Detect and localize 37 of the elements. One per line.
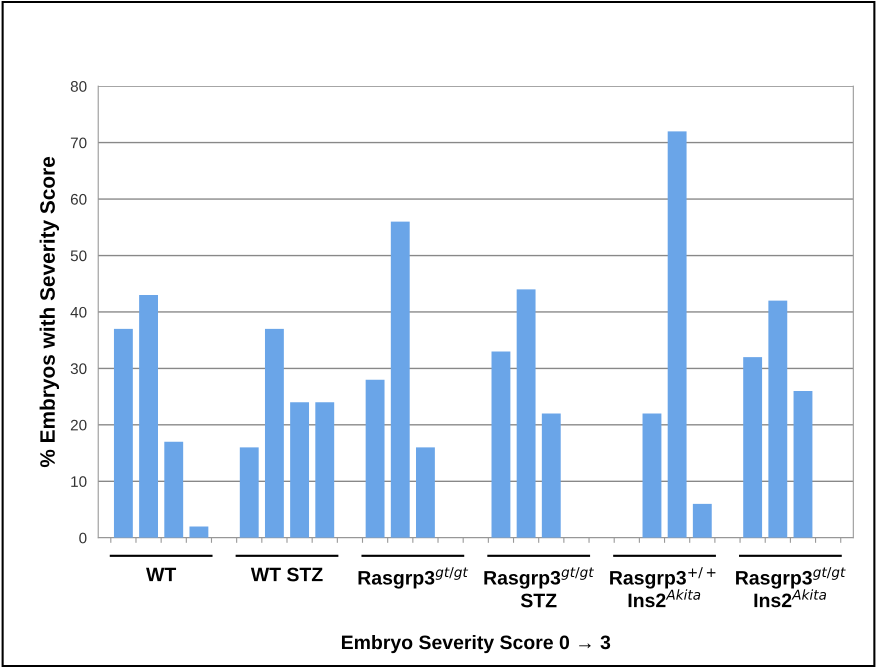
y-tick-label: 40: [70, 306, 87, 318]
y-tick-label: 10: [71, 476, 87, 487]
bar: [139, 295, 158, 538]
x-tick-label: Rasgrp3$^{gt/gt}$ STZ: [484, 567, 594, 608]
category-label: Rasgrp3$^{gt/gt}$ Ins2$^{Akita}$: [736, 567, 846, 608]
bar: [743, 357, 762, 538]
bar: [542, 414, 561, 538]
bar: [240, 447, 259, 538]
bar: [668, 131, 687, 538]
bar: [390, 222, 410, 538]
bar: [642, 414, 662, 538]
y-tick-label: 80: [70, 81, 87, 92]
x-tick-label: Rasgrp3$^{gt/gt}$: [358, 567, 468, 589]
x-tick-label: WT STZ: [250, 568, 323, 582]
bar: [516, 289, 536, 538]
category-label: Rasgrp3$^{+/+}$ Ins2$^{Akita}$: [610, 567, 716, 608]
bar: [416, 447, 435, 538]
y-tick-label: 20: [70, 420, 87, 431]
y-tick-label: 0: [79, 532, 87, 544]
x-axis-title: Embryo Severity Score 0 → 3: [342, 634, 610, 654]
y-tick-label: 60: [70, 194, 87, 205]
bar: [290, 402, 310, 538]
bar: [315, 402, 334, 538]
bar: [794, 390, 812, 538]
bar: [366, 380, 385, 538]
bar: [264, 328, 284, 538]
bar: [768, 300, 788, 538]
y-axis-title: % Embryos with Severity Score: [40, 156, 60, 468]
bar: [164, 442, 184, 538]
bar: [114, 328, 133, 538]
bar: [692, 504, 712, 538]
bar: [492, 351, 510, 538]
y-tick-label: 70: [70, 137, 87, 148]
y-tick-label: 30: [70, 363, 87, 374]
x-tick-label: WT: [146, 568, 176, 582]
y-tick-label: 50: [70, 250, 87, 262]
bar: [189, 526, 208, 538]
